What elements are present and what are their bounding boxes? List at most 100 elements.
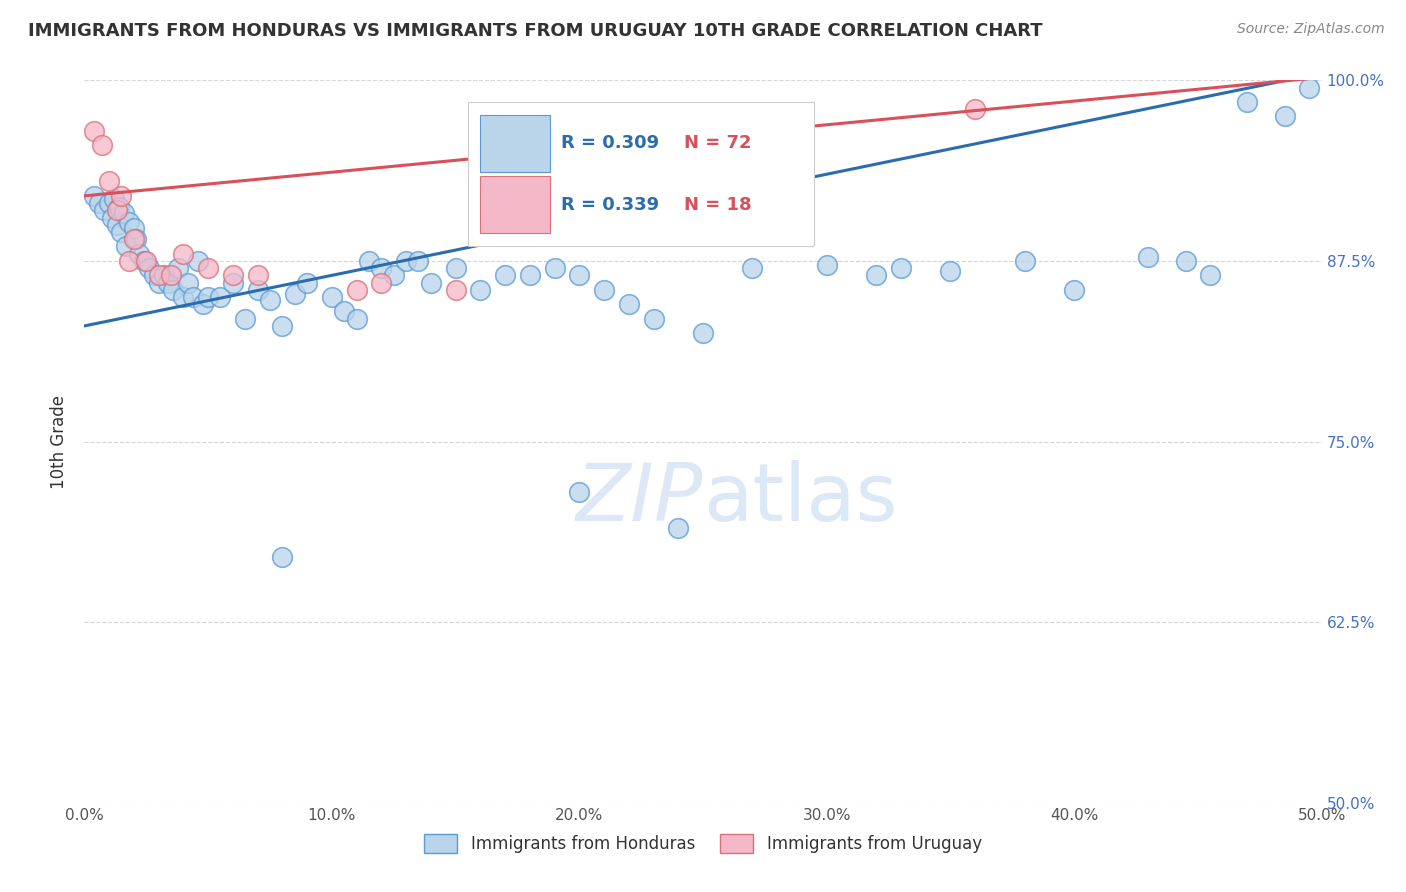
Point bbox=[617, 297, 640, 311]
Point bbox=[284, 287, 307, 301]
Point bbox=[1298, 80, 1320, 95]
Point bbox=[157, 276, 180, 290]
Point bbox=[122, 232, 145, 246]
Point bbox=[346, 283, 368, 297]
Point bbox=[98, 196, 121, 211]
Point bbox=[115, 239, 138, 253]
Point bbox=[197, 290, 219, 304]
Point bbox=[128, 246, 150, 260]
Point bbox=[965, 102, 987, 116]
FancyBboxPatch shape bbox=[468, 102, 814, 246]
FancyBboxPatch shape bbox=[481, 115, 550, 172]
Point bbox=[408, 254, 430, 268]
Point bbox=[741, 261, 763, 276]
FancyBboxPatch shape bbox=[481, 177, 550, 234]
Point bbox=[444, 283, 467, 297]
Point bbox=[191, 297, 214, 311]
Point bbox=[295, 276, 318, 290]
Point bbox=[172, 246, 194, 260]
Point bbox=[543, 261, 565, 276]
Point bbox=[181, 290, 204, 304]
Point bbox=[132, 254, 155, 268]
Point bbox=[100, 211, 122, 225]
Text: atlas: atlas bbox=[703, 460, 897, 539]
Point bbox=[162, 283, 184, 297]
Point bbox=[1199, 268, 1222, 283]
Point bbox=[815, 258, 838, 272]
Point bbox=[187, 254, 209, 268]
Point bbox=[90, 138, 112, 153]
Point bbox=[395, 254, 418, 268]
Point bbox=[470, 283, 492, 297]
Point bbox=[1236, 95, 1258, 109]
Point bbox=[939, 264, 962, 278]
Point bbox=[142, 268, 165, 283]
Point bbox=[519, 268, 541, 283]
Point bbox=[108, 201, 131, 215]
Text: IMMIGRANTS FROM HONDURAS VS IMMIGRANTS FROM URUGUAY 10TH GRADE CORRELATION CHART: IMMIGRANTS FROM HONDURAS VS IMMIGRANTS F… bbox=[28, 22, 1043, 40]
Point bbox=[271, 318, 294, 333]
Text: N = 18: N = 18 bbox=[685, 195, 752, 213]
Point bbox=[271, 550, 294, 565]
Point bbox=[103, 192, 125, 206]
Text: ZIP: ZIP bbox=[575, 460, 703, 539]
Point bbox=[321, 290, 343, 304]
Point bbox=[118, 254, 141, 268]
Point bbox=[148, 268, 170, 283]
Point bbox=[209, 290, 232, 304]
Point bbox=[110, 225, 132, 239]
Point bbox=[222, 276, 245, 290]
Point bbox=[382, 268, 405, 283]
Point bbox=[152, 268, 174, 283]
Point bbox=[93, 203, 115, 218]
Point bbox=[890, 261, 912, 276]
Point bbox=[118, 215, 141, 229]
Point bbox=[568, 268, 591, 283]
Text: R = 0.309: R = 0.309 bbox=[561, 134, 659, 153]
Point bbox=[333, 304, 356, 318]
Text: R = 0.339: R = 0.339 bbox=[561, 195, 659, 213]
Point bbox=[246, 283, 269, 297]
Point bbox=[1274, 109, 1296, 123]
Point bbox=[89, 196, 111, 211]
Point bbox=[692, 326, 714, 341]
Point bbox=[259, 293, 281, 307]
Point bbox=[568, 485, 591, 500]
Point bbox=[346, 311, 368, 326]
Point bbox=[643, 311, 665, 326]
Point bbox=[98, 174, 121, 188]
Point bbox=[135, 254, 157, 268]
Text: N = 72: N = 72 bbox=[685, 134, 752, 153]
Point bbox=[1014, 254, 1036, 268]
Point bbox=[233, 311, 256, 326]
Point bbox=[105, 203, 128, 218]
Point bbox=[122, 220, 145, 235]
Point bbox=[110, 189, 132, 203]
Point bbox=[494, 268, 516, 283]
Point bbox=[197, 261, 219, 276]
Y-axis label: 10th Grade: 10th Grade bbox=[51, 394, 69, 489]
Point bbox=[1174, 254, 1197, 268]
Point bbox=[172, 290, 194, 304]
Text: Source: ZipAtlas.com: Source: ZipAtlas.com bbox=[1237, 22, 1385, 37]
Point bbox=[865, 268, 887, 283]
Point bbox=[138, 261, 160, 276]
Point bbox=[593, 283, 616, 297]
Point bbox=[105, 218, 128, 232]
Point bbox=[148, 276, 170, 290]
Point bbox=[370, 261, 392, 276]
Point bbox=[83, 189, 105, 203]
Point bbox=[1063, 283, 1085, 297]
Point bbox=[125, 232, 148, 246]
Point bbox=[246, 268, 269, 283]
Legend: Immigrants from Honduras, Immigrants from Uruguay: Immigrants from Honduras, Immigrants fro… bbox=[418, 827, 988, 860]
Point bbox=[666, 521, 689, 535]
Point bbox=[444, 261, 467, 276]
Point bbox=[177, 276, 200, 290]
Point bbox=[83, 124, 105, 138]
Point bbox=[160, 268, 183, 283]
Point bbox=[1137, 250, 1160, 264]
Point bbox=[419, 276, 441, 290]
Point bbox=[167, 261, 190, 276]
Point bbox=[112, 206, 135, 220]
